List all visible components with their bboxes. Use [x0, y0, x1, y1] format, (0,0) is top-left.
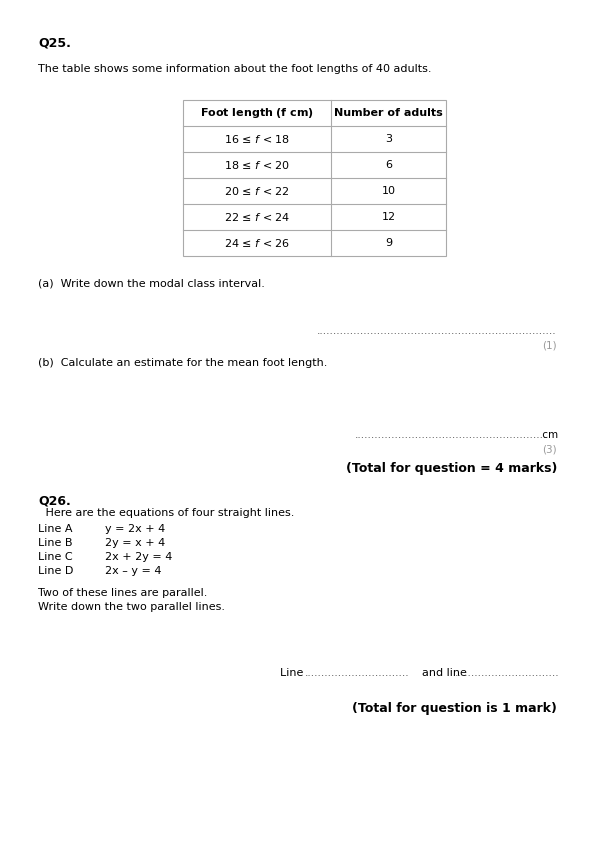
Text: 10: 10 — [381, 186, 396, 196]
Text: (3): (3) — [542, 444, 557, 454]
Bar — [183, 100, 446, 256]
Text: Write down the two parallel lines.: Write down the two parallel lines. — [38, 602, 225, 612]
Text: 12: 12 — [381, 212, 396, 222]
Text: 24 ≤ $f$ < 26: 24 ≤ $f$ < 26 — [224, 237, 290, 249]
Text: Line B: Line B — [38, 538, 73, 548]
Text: Line A: Line A — [38, 524, 73, 534]
Text: (Total for question is 1 mark): (Total for question is 1 mark) — [352, 702, 557, 715]
Text: The table shows some information about the foot lengths of 40 adults.: The table shows some information about t… — [38, 64, 432, 74]
Text: 2y = x + 4: 2y = x + 4 — [105, 538, 165, 548]
Text: 16 ≤ $f$ < 18: 16 ≤ $f$ < 18 — [224, 133, 290, 145]
Text: ...............................: ............................... — [305, 668, 409, 678]
Text: .........................................................: ........................................… — [355, 430, 547, 440]
Text: 6: 6 — [385, 160, 392, 170]
Text: (1): (1) — [542, 340, 557, 350]
Text: (Total for question = 4 marks): (Total for question = 4 marks) — [346, 462, 557, 475]
Text: (b)  Calculate an estimate for the mean foot length.: (b) Calculate an estimate for the mean f… — [38, 358, 327, 368]
Text: $\mathbf{Foot\ length\ (}$$\mathit{\mathbf{f}}$$\mathbf{\ cm)}$: $\mathbf{Foot\ length\ (}$$\mathit{\math… — [200, 106, 314, 120]
Text: 3: 3 — [385, 134, 392, 144]
Text: (a)  Write down the modal class interval.: (a) Write down the modal class interval. — [38, 278, 265, 288]
Text: Q26.: Q26. — [38, 494, 71, 507]
Text: ...............................: ............................... — [455, 668, 560, 678]
Text: 2x + 2y = 4: 2x + 2y = 4 — [105, 552, 172, 562]
Text: y = 2x + 4: y = 2x + 4 — [105, 524, 165, 534]
Text: Number of adults: Number of adults — [334, 108, 443, 118]
Text: Here are the equations of four straight lines.: Here are the equations of four straight … — [42, 508, 294, 518]
Text: Line: Line — [280, 668, 311, 678]
Text: Line C: Line C — [38, 552, 73, 562]
Text: .......................................................................: ........................................… — [318, 326, 557, 336]
Text: Line D: Line D — [38, 566, 73, 576]
Text: 18 ≤ $f$ < 20: 18 ≤ $f$ < 20 — [224, 159, 290, 171]
Text: cm: cm — [539, 430, 558, 440]
Text: Q25.: Q25. — [38, 36, 71, 49]
Text: and line: and line — [415, 668, 474, 678]
Text: Two of these lines are parallel.: Two of these lines are parallel. — [38, 588, 207, 598]
Text: 9: 9 — [385, 238, 392, 248]
Text: 2x – y = 4: 2x – y = 4 — [105, 566, 162, 576]
Text: 20 ≤ $f$ < 22: 20 ≤ $f$ < 22 — [224, 185, 290, 197]
Text: 22 ≤ $f$ < 24: 22 ≤ $f$ < 24 — [224, 211, 290, 223]
